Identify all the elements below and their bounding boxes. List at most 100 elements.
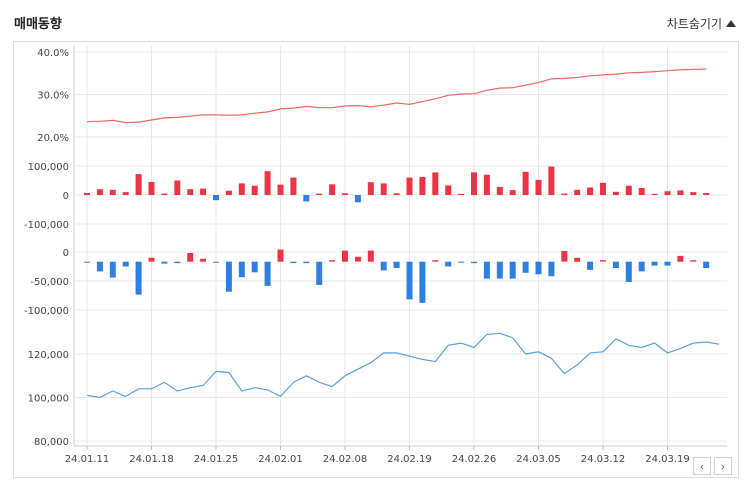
bar-positive [316, 193, 323, 195]
bar-positive [419, 177, 426, 195]
bar-negative [238, 261, 245, 278]
bar-positive [690, 192, 697, 195]
bar-positive [625, 185, 632, 195]
bar-positive [458, 193, 465, 195]
bar-negative [380, 261, 387, 271]
x-tick-label: 24.02.26 [452, 454, 497, 465]
bar-positive [703, 193, 710, 195]
x-tick-label: 24.02.19 [387, 454, 432, 465]
bar-positive [277, 249, 284, 262]
bar-negative [161, 261, 168, 264]
x-tick-label: 24.01.18 [129, 454, 174, 465]
bar-positive [342, 193, 348, 195]
bar-positive [277, 184, 284, 195]
bar-negative [251, 261, 258, 273]
bar-positive [135, 174, 142, 195]
bar-positive [148, 181, 155, 195]
bar-positive [509, 190, 516, 195]
y-tick-label: 80,000 [34, 437, 69, 448]
bar-positive [471, 172, 477, 195]
y-tick-label: 100,000 [28, 162, 69, 173]
bar-positive [200, 188, 207, 195]
bar-negative [264, 261, 271, 286]
x-tick-label: 24.03.05 [516, 454, 561, 465]
bar-positive [664, 191, 671, 195]
bar-negative [393, 261, 400, 268]
bar-positive [677, 255, 684, 262]
bar-positive [161, 193, 168, 195]
bar-positive [432, 260, 439, 262]
chart-nav: ‹ › [693, 457, 732, 475]
y-tick-label: 0 [63, 191, 69, 202]
hide-chart-toggle[interactable]: 차트숨기기 [667, 15, 736, 32]
bar-positive [638, 188, 645, 195]
bar-positive [174, 180, 181, 195]
y-tick-label: 120,000 [28, 350, 69, 361]
bar-positive [561, 193, 568, 195]
bar-negative [316, 261, 323, 285]
bar-positive [200, 258, 207, 262]
bar-negative [122, 261, 129, 267]
bar-negative [290, 261, 297, 264]
x-tick-label: 24.01.25 [194, 454, 239, 465]
bar-negative [174, 261, 181, 264]
page-title: 매매동향 [14, 17, 62, 32]
price-line [86, 332, 720, 399]
triangle-up-icon [726, 20, 736, 27]
bar-negative [625, 261, 632, 282]
rate-line [86, 68, 707, 124]
bar-negative [419, 261, 426, 303]
bar-positive [290, 177, 297, 195]
bar-positive [393, 193, 400, 195]
bar-positive [600, 260, 606, 262]
bar-negative [548, 261, 555, 277]
bar-negative [535, 261, 542, 275]
y-tick-label: -50,000 [30, 277, 69, 288]
next-button[interactable]: › [714, 457, 732, 475]
x-tick-label: 24.02.01 [258, 454, 303, 465]
bar-negative [483, 261, 490, 279]
y-tick-label: 0 [63, 248, 69, 259]
bar-positive [483, 174, 490, 195]
bar-positive [84, 193, 90, 195]
bar-positive [432, 172, 439, 195]
y-tick-label: -100,000 [24, 306, 69, 317]
bar-negative [354, 195, 361, 203]
bar-negative [612, 261, 619, 268]
bar-positive [406, 177, 413, 195]
bar-negative [703, 261, 710, 268]
bar-positive [109, 189, 116, 195]
bar-positive [587, 187, 594, 195]
bar-positive [251, 185, 258, 195]
bar-positive [535, 179, 542, 195]
y-tick-label: 100,000 [28, 394, 69, 405]
bar-positive [329, 260, 336, 262]
bar-negative [509, 261, 516, 279]
bar-negative [587, 261, 594, 270]
bar-positive [96, 189, 103, 195]
bar-negative [458, 261, 465, 263]
y-tick-label: 30.0% [37, 91, 69, 102]
bar-negative [638, 261, 645, 272]
bar-negative [303, 261, 310, 264]
bar-negative [135, 261, 142, 295]
bar-negative [496, 261, 503, 279]
bar-negative [213, 195, 219, 201]
bar-positive [522, 171, 529, 195]
bar-positive [329, 184, 336, 195]
y-tick-label: -100,000 [24, 220, 69, 231]
bar-negative [664, 261, 671, 266]
bar-positive [367, 182, 374, 195]
bar-positive [225, 190, 232, 195]
bar-positive [690, 260, 697, 262]
bar-positive [445, 185, 452, 195]
prev-button[interactable]: ‹ [693, 457, 711, 475]
bar-negative [96, 261, 103, 272]
bar-positive [612, 191, 619, 195]
bar-positive [574, 257, 581, 262]
bar-positive [380, 183, 387, 195]
bar-negative [522, 261, 529, 273]
bar-positive [342, 250, 348, 262]
bar-positive [677, 190, 684, 195]
